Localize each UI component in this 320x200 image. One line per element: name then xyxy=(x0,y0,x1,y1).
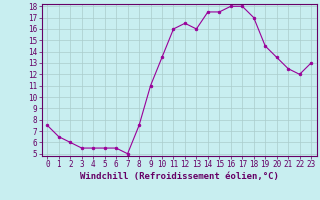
X-axis label: Windchill (Refroidissement éolien,°C): Windchill (Refroidissement éolien,°C) xyxy=(80,172,279,181)
